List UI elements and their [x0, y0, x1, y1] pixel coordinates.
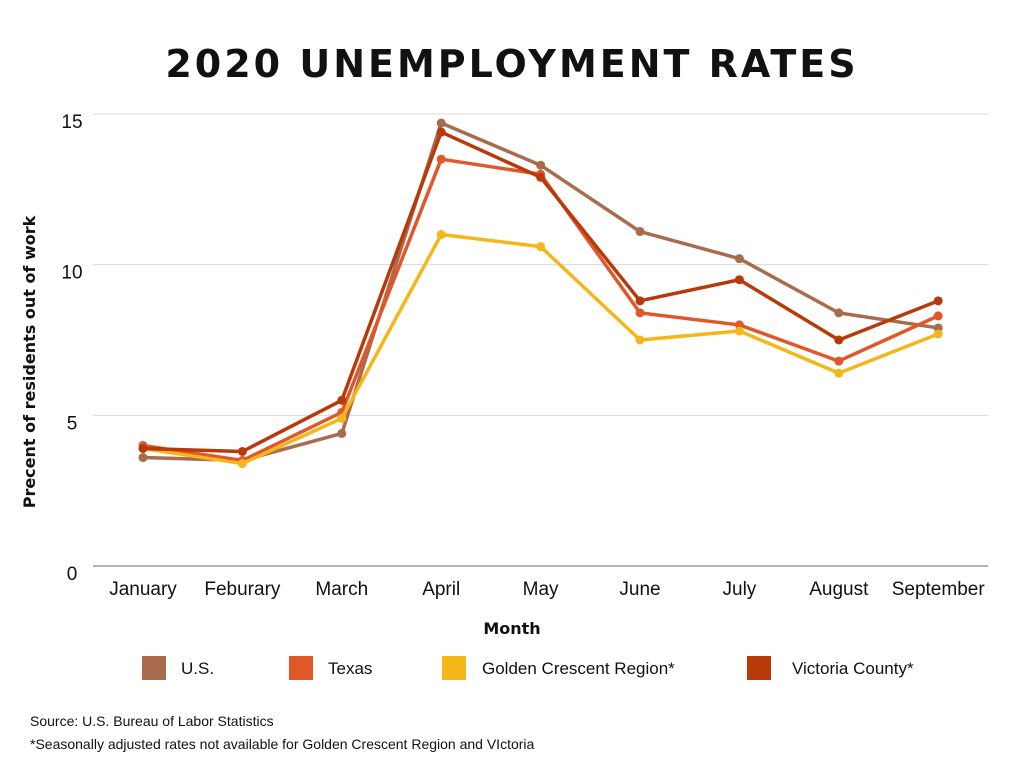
legend-label: Texas [328, 659, 372, 678]
data-point [436, 230, 446, 240]
data-point [337, 413, 347, 423]
y-tick-label: 10 [61, 263, 82, 284]
data-point [536, 160, 546, 170]
x-axis-ticks: January Feburary March April May June July Augu… [109, 579, 985, 600]
data-point [933, 311, 943, 321]
data-point [834, 335, 844, 345]
legend-label: U.S. [181, 659, 214, 678]
legend: U.S. Texas Golden Crescent Region* Victoria… [142, 656, 914, 680]
legend-label: Golden Crescent Region* [482, 659, 675, 678]
data-point [933, 329, 943, 339]
data-point [834, 356, 844, 366]
grid-lines [93, 113, 988, 567]
series-group [138, 230, 943, 469]
x-tick-label: July [723, 579, 757, 600]
data-point [337, 428, 347, 438]
x-tick-label: May [523, 579, 559, 600]
data-point [138, 443, 148, 453]
series-line [141, 232, 940, 466]
data-point [635, 335, 645, 345]
x-tick-label: August [809, 579, 869, 600]
data-point [933, 296, 943, 306]
chart-title: 2020 UNEMPLOYMENT RATES [165, 42, 859, 86]
data-point [734, 254, 744, 264]
x-tick-label: April [422, 579, 460, 600]
legend-swatch [142, 656, 166, 680]
data-point [436, 154, 446, 164]
data-point [436, 127, 446, 137]
series-group [138, 154, 943, 466]
data-point [536, 172, 546, 182]
data-point [337, 395, 347, 405]
legend-swatch [289, 656, 313, 680]
data-point [734, 275, 744, 285]
data-point [635, 296, 645, 306]
data-point [734, 326, 744, 336]
x-axis-title: Month [483, 619, 540, 638]
data-point [138, 453, 148, 463]
series-lines [138, 118, 943, 469]
data-point [635, 227, 645, 237]
legend-swatch [747, 656, 771, 680]
x-tick-label: March [315, 579, 368, 600]
data-point [834, 308, 844, 318]
y-axis-title: Precent of residents out of work [20, 215, 39, 508]
source-note: Source: U.S. Bureau of Labor Statistics [30, 713, 274, 729]
adjustment-note: *Seasonally adjusted rates not available… [30, 736, 535, 752]
y-axis-ticks: 0 5 10 15 [61, 112, 82, 585]
data-point [237, 459, 247, 469]
data-point [237, 446, 247, 456]
y-tick-label: 0 [67, 564, 78, 585]
series-group [138, 127, 943, 456]
data-point [635, 308, 645, 318]
legend-label: Victoria County* [792, 659, 914, 678]
x-tick-label: Feburary [204, 579, 281, 600]
x-tick-label: January [109, 579, 177, 600]
data-point [436, 118, 446, 128]
legend-swatch [442, 656, 466, 680]
x-tick-label: June [619, 579, 660, 600]
y-tick-label: 5 [67, 413, 78, 434]
y-tick-label: 15 [61, 112, 82, 133]
data-point [536, 242, 546, 252]
x-tick-label: September [892, 579, 986, 600]
data-point [834, 368, 844, 378]
